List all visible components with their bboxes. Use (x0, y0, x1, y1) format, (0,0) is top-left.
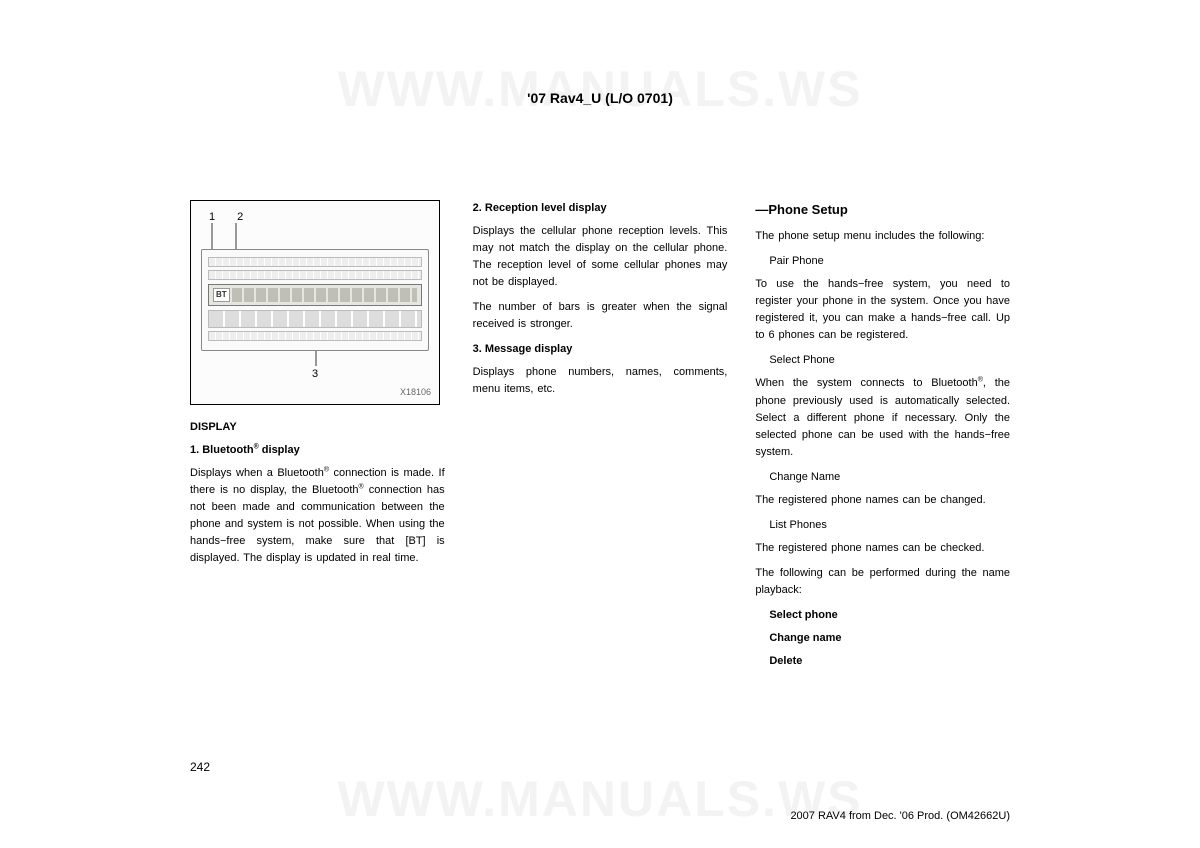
radio-buttons-row (208, 310, 422, 328)
paragraph-select: When the system connects to Bluetooth®, … (755, 375, 1010, 460)
bold-select-phone: Select phone (769, 607, 1010, 624)
bold-change-name: Change name (769, 630, 1010, 647)
production-note: 2007 RAV4 from Dec. '06 Prod. (OM42662U) (790, 810, 1010, 822)
paragraph-intro: The phone setup menu includes the follow… (755, 228, 1010, 245)
heading-bt-text-a: 1. Bluetooth (190, 444, 254, 456)
heading-reception: 2. Reception level display (473, 200, 728, 217)
menu-list-phones: List Phones (769, 517, 1010, 534)
bt-para-a: Displays when a Bluetooth (190, 467, 324, 479)
bt-indicator-icon: BT (213, 288, 230, 302)
paragraph-reception-1: Displays the cellular phone reception le… (473, 223, 728, 291)
paragraph-pair: To use the hands−free system, you need t… (755, 276, 1010, 344)
radio-trim-2 (208, 270, 422, 280)
bt-para-c: connection has not been made and communi… (190, 484, 445, 564)
paragraph-following: The following can be performed during th… (755, 565, 1010, 599)
paragraph-change: The registered phone names can be change… (755, 492, 1010, 509)
section-title-phone-setup: —Phone Setup (755, 200, 1010, 220)
menu-pair-phone: Pair Phone (769, 253, 1010, 270)
paragraph-bluetooth: Displays when a Bluetooth® connection is… (190, 465, 445, 567)
column-2: 2. Reception level display Displays the … (473, 200, 728, 676)
heading-bluetooth-display: 1. Bluetooth® display (190, 442, 445, 459)
lcd-segments (232, 288, 417, 302)
select-para-a: When the system connects to Bluetooth (755, 377, 977, 389)
paragraph-reception-2: The number of bars is greater when the s… (473, 299, 728, 333)
figure-code: X18106 (400, 386, 431, 400)
radio-trim-top (208, 257, 422, 267)
heading-display: DISPLAY (190, 419, 445, 436)
watermark-top: WWW.MANUALS.WS (337, 60, 862, 118)
heading-bt-text-b: display (259, 444, 300, 456)
heading-message: 3. Message display (473, 341, 728, 358)
figure-label-3: 3 (312, 366, 318, 383)
paragraph-list: The registered phone names can be checke… (755, 540, 1010, 557)
radio-lcd: BT (208, 284, 422, 306)
radio-trim-bottom (208, 331, 422, 341)
column-3: —Phone Setup The phone setup menu includ… (755, 200, 1010, 676)
radio-unit: BT (201, 249, 429, 351)
select-para-b: , the phone previously used is automatic… (755, 377, 1010, 457)
page-number: 242 (190, 760, 210, 774)
watermark-bottom: WWW.MANUALS.WS (337, 770, 862, 828)
column-1: 1 2 BT 3 X18106 DISPLAY (190, 200, 445, 676)
paragraph-message: Displays phone numbers, names, comments,… (473, 364, 728, 398)
display-figure: 1 2 BT 3 X18106 (190, 200, 440, 405)
bold-delete: Delete (769, 653, 1010, 670)
menu-select-phone: Select Phone (769, 352, 1010, 369)
page-header: '07 Rav4_U (L/O 0701) (0, 90, 1200, 106)
menu-change-name: Change Name (769, 469, 1010, 486)
page-content: 1 2 BT 3 X18106 DISPLAY (190, 200, 1010, 676)
